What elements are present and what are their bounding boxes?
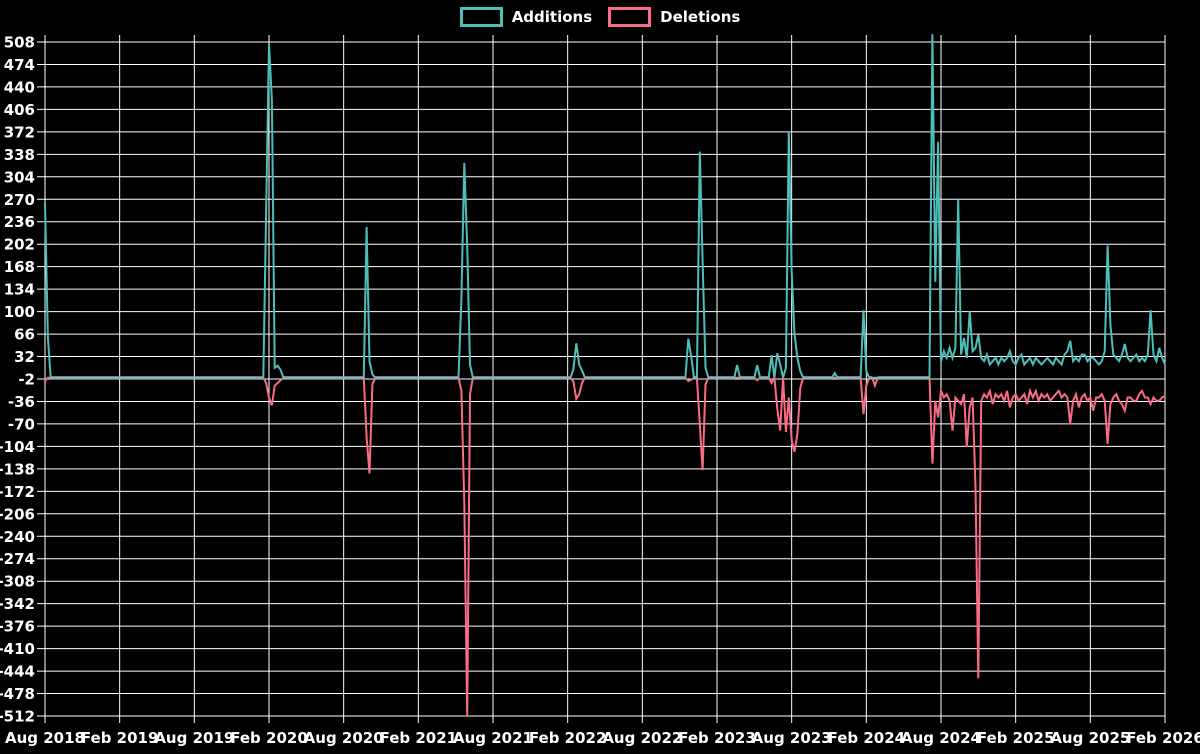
y-tick-label: -206 xyxy=(0,505,35,523)
x-tick-label: Aug 2022 xyxy=(602,729,682,747)
x-tick-label: Feb 2022 xyxy=(529,729,607,747)
y-tick-label: 100 xyxy=(4,303,35,321)
legend-item-additions[interactable]: Additions xyxy=(459,7,593,27)
y-tick-label: 236 xyxy=(4,213,35,231)
y-tick-label: -172 xyxy=(0,483,35,501)
x-tick-label: Feb 2025 xyxy=(977,729,1055,747)
y-tick-label: -308 xyxy=(0,573,35,591)
y-tick-label: 202 xyxy=(4,236,35,254)
x-tick-label: Feb 2020 xyxy=(230,729,308,747)
x-tick-label: Feb 2023 xyxy=(678,729,756,747)
y-tick-label: -70 xyxy=(8,415,35,433)
y-tick-label: 338 xyxy=(4,146,35,164)
y-tick-label: -36 xyxy=(8,393,35,411)
data-series xyxy=(44,34,1166,717)
x-tick-label: Aug 2018 xyxy=(5,729,85,747)
y-tick-label: -410 xyxy=(0,640,35,658)
deletions-swatch-icon xyxy=(608,7,652,27)
deletions-legend-label: Deletions xyxy=(660,8,741,26)
y-tick-label: -444 xyxy=(0,663,35,681)
chart-legend: Additions Deletions xyxy=(0,7,1200,27)
y-tick-label: 134 xyxy=(4,281,35,299)
x-tick-label: Feb 2019 xyxy=(81,729,159,747)
y-tick-label: -376 xyxy=(0,618,35,636)
x-tick-label: Feb 2024 xyxy=(828,729,906,747)
y-tick-label: 270 xyxy=(4,191,35,209)
x-tick-label: Aug 2020 xyxy=(304,729,384,747)
y-tick-label: 508 xyxy=(4,34,35,52)
x-tick-label: Aug 2024 xyxy=(901,729,981,747)
deletions-line xyxy=(44,374,1166,717)
y-tick-label: 406 xyxy=(4,101,35,119)
y-tick-label: -274 xyxy=(0,550,35,568)
x-tick-label: Aug 2021 xyxy=(453,729,533,747)
x-tick-label: Aug 2019 xyxy=(154,729,234,747)
y-tick-label: -2 xyxy=(18,371,35,389)
axis-labels: 508 474 440 406 372 338 304 270 236 202 168 134 100 6… xyxy=(0,34,1200,748)
y-tick-label: 474 xyxy=(4,56,35,74)
y-tick-label: -512 xyxy=(0,708,35,726)
y-tick-label: 440 xyxy=(4,78,35,96)
legend-item-deletions[interactable]: Deletions xyxy=(608,7,740,27)
y-tick-label: 304 xyxy=(4,168,35,186)
y-tick-label: 32 xyxy=(14,348,35,366)
x-tick-label: Aug 2025 xyxy=(1050,729,1130,747)
y-tick-label: -342 xyxy=(0,595,35,613)
x-tick-label: Feb 2021 xyxy=(380,729,458,747)
y-tick-label: -478 xyxy=(0,685,35,703)
y-tick-label: 66 xyxy=(14,326,35,344)
y-tick-label: 372 xyxy=(4,123,35,141)
y-tick-label: -240 xyxy=(0,528,35,546)
x-tick-label: Feb 2026 xyxy=(1126,729,1200,747)
additions-legend-label: Additions xyxy=(511,8,593,26)
additions-line xyxy=(44,34,1166,379)
y-tick-label: -138 xyxy=(0,460,35,478)
y-tick-label: -104 xyxy=(0,438,35,456)
x-tick-label: Aug 2023 xyxy=(752,729,832,747)
y-tick-label: 168 xyxy=(4,258,35,276)
additions-swatch-icon xyxy=(459,7,503,27)
